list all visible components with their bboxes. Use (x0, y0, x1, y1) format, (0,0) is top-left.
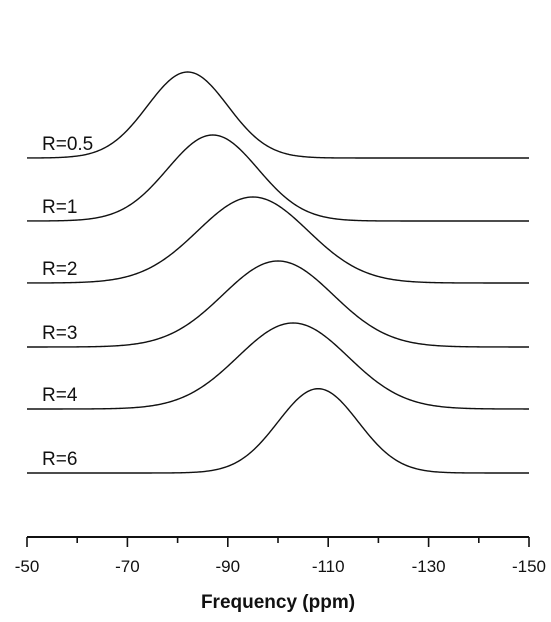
series-label: R=6 (42, 449, 77, 470)
series-label: R=0.5 (42, 134, 93, 155)
series-line (27, 260, 529, 348)
series-label: R=2 (42, 259, 77, 280)
series-label: R=1 (42, 197, 77, 218)
series-labels: R=0.5 R=1 R=2 R=3 R=4 R=6 (42, 134, 93, 470)
series-line (27, 322, 529, 410)
x-tick-label: -50 (15, 557, 40, 576)
series-label: R=4 (42, 385, 78, 406)
x-tick-label: -130 (412, 557, 446, 576)
x-tick-label: -70 (115, 557, 140, 576)
series-line (27, 134, 529, 222)
x-axis-title: Frequency (ppm) (201, 592, 355, 613)
series-line (27, 388, 529, 474)
x-axis-ticks (26, 537, 530, 547)
x-tick-label: -110 (312, 557, 345, 576)
x-tick-labels: -50 -70 -90 -110 -130 -150 (15, 557, 546, 576)
x-tick-label: -150 (512, 557, 546, 576)
series-line (27, 71, 529, 159)
x-tick-label: -90 (216, 557, 241, 576)
series-label: R=3 (42, 323, 77, 344)
series-line (27, 196, 529, 284)
series-traces (27, 71, 529, 474)
